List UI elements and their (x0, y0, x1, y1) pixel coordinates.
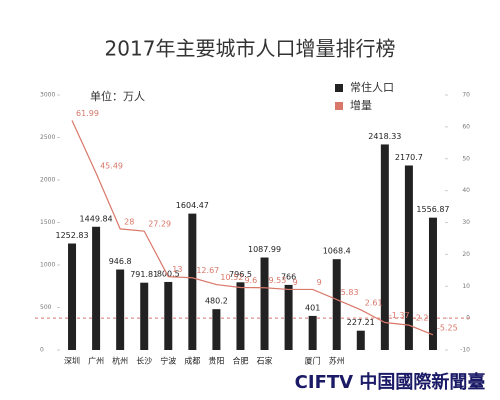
bar-value-label: 1604.47 (176, 201, 209, 210)
y2-tick-label: 30 (462, 219, 470, 226)
y-tick-label: 3000 (40, 92, 55, 99)
bar-value-label: 1556.87 (416, 205, 449, 214)
x-tick-label: 厦门 (305, 356, 321, 366)
bar (308, 315, 317, 350)
x-tick-label: 宁波 (160, 356, 176, 366)
x-tick-label: 广州 (88, 356, 104, 366)
bar (212, 309, 221, 350)
bar (332, 259, 341, 350)
subtitle: 单位：万人 (90, 89, 145, 103)
bar-value-label: 2418.33 (368, 132, 401, 141)
line-value-label: 9.53 (269, 276, 287, 285)
y-tick-label: 500 (40, 304, 52, 311)
x-tick-label: 合肥 (232, 356, 248, 366)
line-value-label: -1.37 (389, 311, 410, 320)
bar (116, 269, 125, 350)
bar (356, 330, 365, 350)
line-value-label: 9 (293, 278, 298, 287)
bar-value-label: 791.81 (130, 270, 158, 279)
bar-value-label: 1449.84 (80, 214, 113, 223)
y-tick-label: 1000 (40, 262, 55, 269)
bar-value-label: 401 (305, 303, 320, 312)
watermark: CIFTV 中国國際新聞臺 (295, 371, 486, 393)
legend-swatch (335, 84, 343, 92)
line-value-label: 12.67 (196, 266, 219, 275)
bar (380, 144, 389, 350)
y2-tick-label: -10 (460, 347, 470, 354)
bar-value-label: 480.2 (205, 297, 228, 306)
x-tick-label: 贵阳 (208, 356, 224, 366)
bar (428, 217, 437, 350)
y2-tick-label: 20 (462, 251, 470, 258)
legend-label: 常住人口 (350, 80, 394, 94)
y2-tick-label: 70 (462, 92, 470, 99)
line-value-label: 5.83 (341, 288, 359, 297)
y-tick-label: 2500 (40, 134, 55, 141)
y-tick-label: 2000 (40, 177, 55, 184)
bar-value-label: 796.5 (229, 270, 252, 279)
y2-tick-label: 60 (462, 123, 470, 130)
chart-title: 2017年主要城市人口增量排行榜 (105, 37, 396, 61)
y-tick-label: 1500 (40, 219, 55, 226)
x-tick-label: 长沙 (136, 356, 152, 366)
line-value-label: 2.61 (365, 298, 383, 307)
bar (164, 281, 173, 350)
bar (404, 165, 413, 350)
line-value-label: -2.2 (413, 314, 429, 323)
legend-swatch (335, 102, 343, 110)
x-tick-label: 成都 (184, 356, 200, 366)
line-value-label: 10.52 (220, 273, 243, 282)
bar-value-label: 1252.83 (55, 231, 88, 240)
bar-value-label: 227.21 (347, 318, 375, 327)
line-value-label: 27.29 (148, 220, 171, 229)
bar (236, 282, 245, 350)
line-value-label: 9 (317, 278, 322, 287)
y2-tick-label: 50 (462, 155, 470, 162)
bar (188, 213, 197, 350)
bar-value-label: 1087.99 (248, 245, 281, 254)
x-tick-label: 杭州 (112, 356, 128, 366)
line-value-label: -5.25 (437, 323, 458, 332)
bar (260, 257, 269, 350)
line-value-label: 61.99 (76, 109, 99, 118)
legend-label: 增量 (350, 98, 372, 112)
x-tick-label: 苏州 (329, 356, 345, 366)
bar-value-label: 800.5 (157, 269, 180, 278)
bar-value-label: 766 (281, 272, 296, 281)
bar (92, 226, 101, 350)
y-tick-label: 0 (40, 347, 44, 354)
y2-tick-label: 10 (462, 283, 470, 290)
x-tick-label: 深圳 (64, 356, 80, 366)
line-value-label: 45.49 (100, 162, 123, 171)
x-tick-label: 石家 (257, 356, 273, 366)
bar-value-label: 946.8 (109, 257, 132, 266)
bar (140, 282, 149, 350)
bar-value-label: 2170.7 (395, 153, 423, 162)
y2-tick-label: 40 (462, 187, 470, 194)
line-value-label: 13 (172, 265, 182, 274)
bar-value-label: 1068.4 (323, 247, 351, 256)
line-value-label: 9.6 (244, 276, 257, 285)
bar (68, 243, 77, 350)
bar (284, 284, 293, 350)
line-value-label: 28 (124, 217, 134, 226)
line (71, 120, 434, 336)
